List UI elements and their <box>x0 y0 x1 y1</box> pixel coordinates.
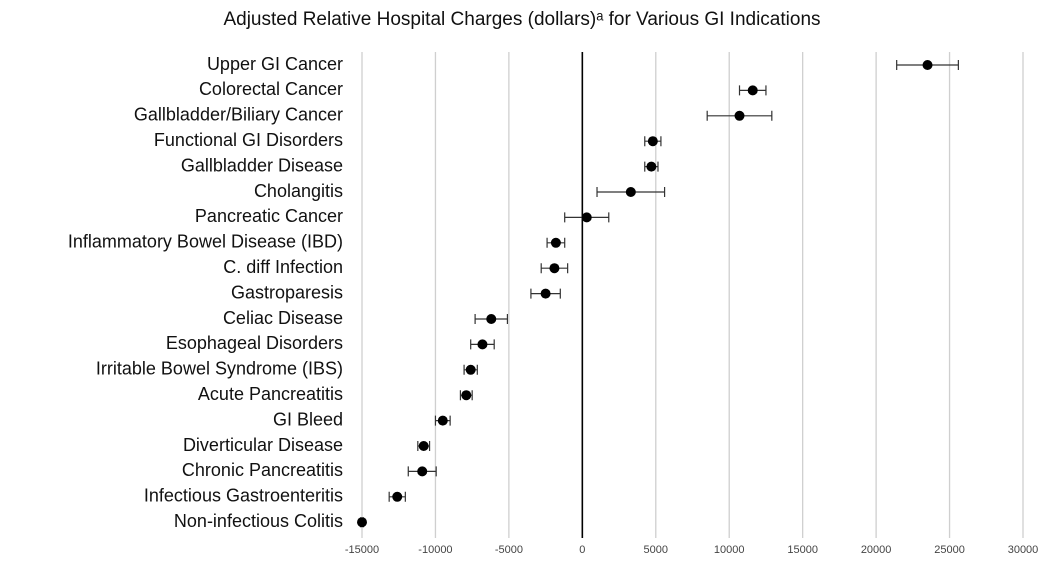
point <box>477 339 488 350</box>
category-label: Diverticular Disease <box>183 435 343 455</box>
category-label: Pancreatic Cancer <box>195 206 343 226</box>
point <box>486 314 497 324</box>
point <box>540 288 551 299</box>
category-label: Celiac Disease <box>223 308 343 328</box>
x-tick-label: 0 <box>579 544 585 556</box>
point <box>922 60 933 70</box>
category-label: Chronic Pancreatitis <box>182 460 343 480</box>
x-tick-label: 10000 <box>714 544 745 556</box>
point <box>418 441 429 451</box>
point <box>461 390 472 401</box>
category-label: Colorectal Cancer <box>199 79 343 99</box>
point <box>437 415 448 426</box>
category-label: Gallbladder/Biliary Cancer <box>134 105 343 125</box>
category-label: Cholangitis <box>254 181 343 201</box>
point <box>357 517 367 528</box>
category-label: Functional GI Disorders <box>154 130 343 150</box>
category-label: GI Bleed <box>273 409 343 429</box>
point <box>647 136 658 147</box>
point <box>581 212 592 223</box>
category-label: Infectious Gastroenteritis <box>144 486 343 506</box>
x-tick-label: 5000 <box>644 544 668 556</box>
point <box>734 110 745 121</box>
point <box>392 491 403 502</box>
point <box>549 263 560 274</box>
category-label: Non-infectious Colitis <box>174 511 343 531</box>
category-label: Acute Pancreatitis <box>198 384 343 404</box>
x-tick-label: -5000 <box>495 544 523 556</box>
point <box>417 466 428 477</box>
point <box>747 85 758 96</box>
point <box>550 237 561 248</box>
category-label: Esophageal Disorders <box>166 333 343 353</box>
category-label: Upper GI Cancer <box>207 54 343 74</box>
category-label: C. diff Infection <box>223 257 343 277</box>
x-tick-label: 25000 <box>934 544 965 556</box>
point <box>646 161 657 172</box>
category-label: Inflammatory Bowel Disease (IBD) <box>68 232 343 252</box>
x-tick-label: -15000 <box>345 544 379 556</box>
category-label: Irritable Bowel Syndrome (IBS) <box>96 359 343 379</box>
x-tick-label: -10000 <box>418 544 452 556</box>
category-label: Gastroparesis <box>231 282 343 302</box>
x-tick-label: 20000 <box>861 544 892 556</box>
point <box>465 364 476 375</box>
category-label: Gallbladder Disease <box>181 155 343 175</box>
x-tick-label: 30000 <box>1008 544 1039 556</box>
point <box>625 187 636 197</box>
x-tick-label: 15000 <box>787 544 818 556</box>
chart-title: Adjusted Relative Hospital Charges (doll… <box>223 9 820 30</box>
